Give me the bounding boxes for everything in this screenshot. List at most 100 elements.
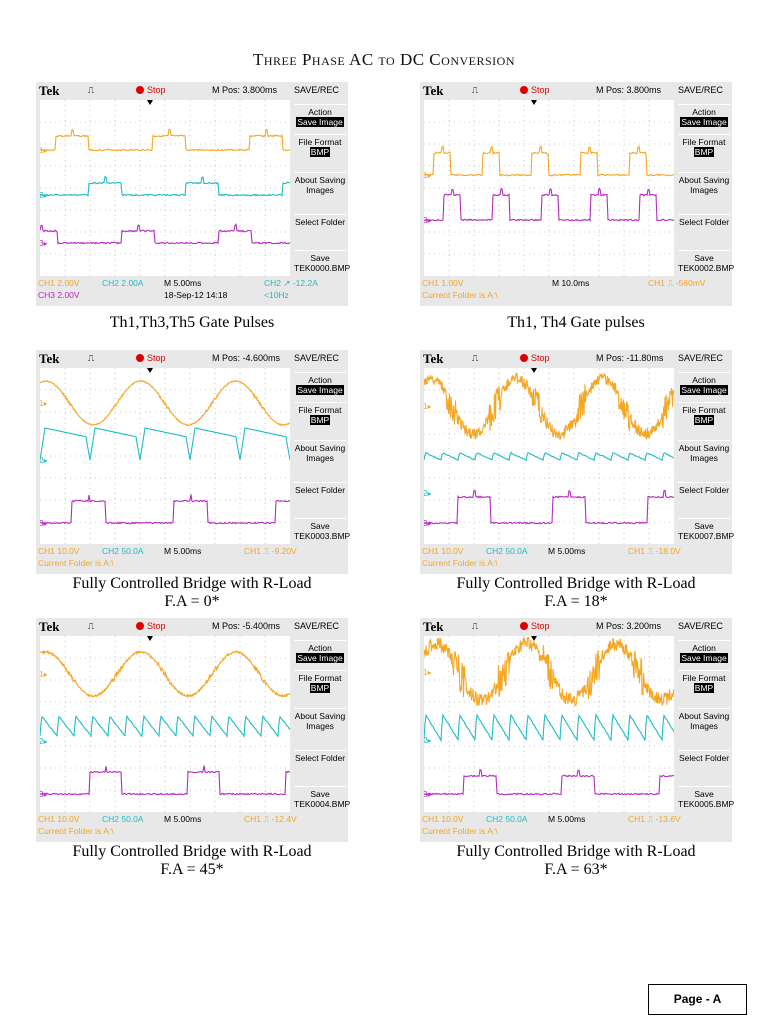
brand-logo: Tek bbox=[39, 83, 60, 98]
menu-value: Save Image bbox=[296, 653, 344, 663]
channel-marker-2: 2▸ bbox=[424, 736, 431, 745]
menu-value: BMP bbox=[309, 147, 331, 157]
waveform-trace-ch1 bbox=[40, 128, 290, 152]
menu-about-saving[interactable]: About Saving Images bbox=[678, 708, 730, 731]
horizontal-position: M Pos: 3.800ms bbox=[212, 85, 278, 95]
menu-action[interactable]: Action Save Image bbox=[294, 104, 346, 127]
brand-logo: Tek bbox=[423, 83, 444, 98]
menu-save[interactable]: Save TEK0003.BMP bbox=[294, 518, 350, 541]
footer-folder: Current Folder is A:\ bbox=[38, 558, 114, 568]
menu-action[interactable]: Action Save Image bbox=[678, 372, 730, 395]
oscilloscope-screenshot: Tek ⎍ Stop M Pos: 3.200ms SAVE/REC 1▸ 2▸ 3… bbox=[420, 618, 735, 842]
menu-value: BMP bbox=[693, 415, 715, 425]
menu-select-folder[interactable]: Select Folder bbox=[294, 750, 346, 763]
footer-folder: Current Folder is A:\ bbox=[422, 558, 498, 568]
menu-select-folder[interactable]: Select Folder bbox=[294, 482, 346, 495]
menu-save[interactable]: Save TEK0004.BMP bbox=[294, 786, 351, 809]
menu-value: BMP bbox=[309, 415, 331, 425]
menu-select-folder[interactable]: Select Folder bbox=[294, 214, 346, 227]
menu-save[interactable]: Save TEK0005.BMP bbox=[678, 786, 735, 809]
menu-label: Save bbox=[310, 253, 330, 263]
menu-select-folder[interactable]: Select Folder bbox=[678, 482, 730, 495]
menu-file-format[interactable]: File Format BMP bbox=[678, 402, 730, 425]
menu-value: TEK0005.BMP bbox=[678, 799, 735, 809]
menu-file-format[interactable]: File Format BMP bbox=[294, 402, 346, 425]
menu-action[interactable]: Action Save Image bbox=[294, 372, 346, 395]
menu-select-folder[interactable]: Select Folder bbox=[678, 750, 730, 763]
scope-status-bar: Tek ⎍ Stop M Pos: -4.600ms SAVE/REC bbox=[36, 350, 348, 367]
graticule: 1▸ 2▸ 3▸ bbox=[40, 636, 290, 812]
oscilloscope-screenshot: Tek ⎍ Stop M Pos: 3.800ms SAVE/REC 1▸ 2▸ 3… bbox=[36, 82, 350, 306]
menu-file-format[interactable]: File Format BMP bbox=[294, 134, 346, 157]
menu-file-format[interactable]: File Format BMP bbox=[678, 670, 730, 693]
save-menu: Action Save Image File Format BMP About Sa… bbox=[676, 636, 735, 812]
trigger-marker-icon bbox=[531, 636, 537, 641]
acquisition-status: Stop bbox=[136, 621, 166, 631]
scope-status-bar: Tek ⎍ Stop M Pos: -11.80ms SAVE/REC bbox=[420, 350, 732, 367]
menu-label: Action bbox=[308, 375, 332, 385]
scope-status-bar: Tek ⎍ Stop M Pos: -5.400ms SAVE/REC bbox=[36, 618, 348, 635]
brand-logo: Tek bbox=[39, 619, 60, 634]
save-menu: Action Save Image File Format BMP About Sa… bbox=[292, 636, 351, 812]
footer-trig: CH1 ⎍ -13.6V bbox=[628, 814, 681, 824]
acquisition-status: Stop bbox=[136, 85, 166, 95]
trigger-marker-icon bbox=[147, 636, 153, 641]
waveform-trace-ch1 bbox=[424, 372, 674, 440]
waveform-trace-ch3 bbox=[40, 223, 290, 245]
menu-label: Action bbox=[308, 643, 332, 653]
channel-marker-2: 2▸ bbox=[40, 191, 47, 200]
scope-status-bar: Tek ⎍ Stop M Pos: 3.800ms SAVE/REC bbox=[420, 82, 732, 99]
menu-label: File Format bbox=[298, 137, 342, 147]
channel-marker-3: 3▸ bbox=[40, 519, 47, 528]
menu-value: TEK0004.BMP bbox=[294, 799, 351, 809]
menu-save[interactable]: Save TEK0000.BMP bbox=[294, 250, 350, 273]
footer-ch2: CH2 2.00A bbox=[102, 278, 144, 288]
menu-file-format[interactable]: File Format BMP bbox=[294, 670, 346, 693]
channel-marker-1: 1▸ bbox=[40, 146, 47, 155]
channel-marker-1: 1▸ bbox=[424, 668, 431, 677]
brand-logo: Tek bbox=[423, 351, 444, 366]
save-menu: Action Save Image File Format BMP About Sa… bbox=[292, 368, 350, 544]
horizontal-position: M Pos: -11.80ms bbox=[596, 353, 664, 363]
trigger-pulse-icon: ⎍ bbox=[472, 353, 479, 363]
page-label: Page - A bbox=[648, 984, 747, 1015]
channel-marker-3: 3▸ bbox=[424, 519, 431, 528]
waveform-trace-ch2 bbox=[424, 451, 674, 462]
menu-about-saving[interactable]: About Saving Images bbox=[678, 172, 730, 195]
page-title: Three Phase AC to DC Conversion bbox=[252, 50, 515, 69]
footer-trig: CH2 ↗ -12.2A bbox=[264, 278, 318, 288]
figure-caption: Th1,Th3,Th5 Gate Pulses bbox=[109, 314, 275, 331]
menu-about-saving[interactable]: About Saving Images bbox=[294, 708, 346, 731]
menu-about-saving[interactable]: About Saving Images bbox=[678, 440, 730, 463]
menu-label: Save bbox=[310, 521, 330, 531]
menu-about-saving[interactable]: About Saving Images bbox=[294, 172, 346, 195]
trigger-pulse-icon: ⎍ bbox=[88, 85, 95, 95]
menu-action[interactable]: Action Save Image bbox=[294, 640, 346, 663]
waveform-trace-ch2 bbox=[424, 712, 674, 743]
menu-about-saving[interactable]: About Saving Images bbox=[294, 440, 346, 463]
menu-file-format[interactable]: File Format BMP bbox=[678, 134, 730, 157]
menu-value: Save Image bbox=[680, 653, 728, 663]
footer-ch1: CH1 1.00V bbox=[422, 278, 464, 288]
channel-marker-2: 2▸ bbox=[424, 489, 431, 498]
firing-angle-label: F.A = 18* bbox=[544, 593, 608, 610]
oscilloscope-screenshot: Tek ⎍ Stop M Pos: -4.600ms SAVE/REC 1▸ 2▸… bbox=[36, 350, 350, 574]
trigger-marker-icon bbox=[147, 100, 153, 105]
save-menu: Action Save Image File Format BMP About Sa… bbox=[292, 100, 350, 276]
menu-save[interactable]: Save TEK0002.BMP bbox=[678, 250, 734, 273]
footer-ch2: CH2 50.0A bbox=[486, 546, 528, 556]
menu-label: Save bbox=[694, 521, 714, 531]
waveform-trace-ch3 bbox=[424, 187, 674, 222]
menu-title: SAVE/REC bbox=[678, 353, 723, 363]
graticule: 1▸ 2▸ 3▸ bbox=[40, 368, 290, 544]
footer-ch3: CH3 2.00V bbox=[38, 290, 80, 300]
footer-time: M 10.0ms bbox=[552, 278, 590, 288]
footer-trig: CH1 ⎍ -18.0V bbox=[628, 546, 681, 556]
menu-action[interactable]: Action Save Image bbox=[678, 640, 730, 663]
footer-trig: CH1 ⎍ -9.20V bbox=[244, 546, 297, 556]
channel-marker-3: 3▸ bbox=[424, 790, 431, 799]
menu-action[interactable]: Action Save Image bbox=[678, 104, 730, 127]
menu-label: File Format bbox=[682, 405, 726, 415]
menu-save[interactable]: Save TEK0007.BMP bbox=[678, 518, 734, 541]
menu-select-folder[interactable]: Select Folder bbox=[678, 214, 730, 227]
